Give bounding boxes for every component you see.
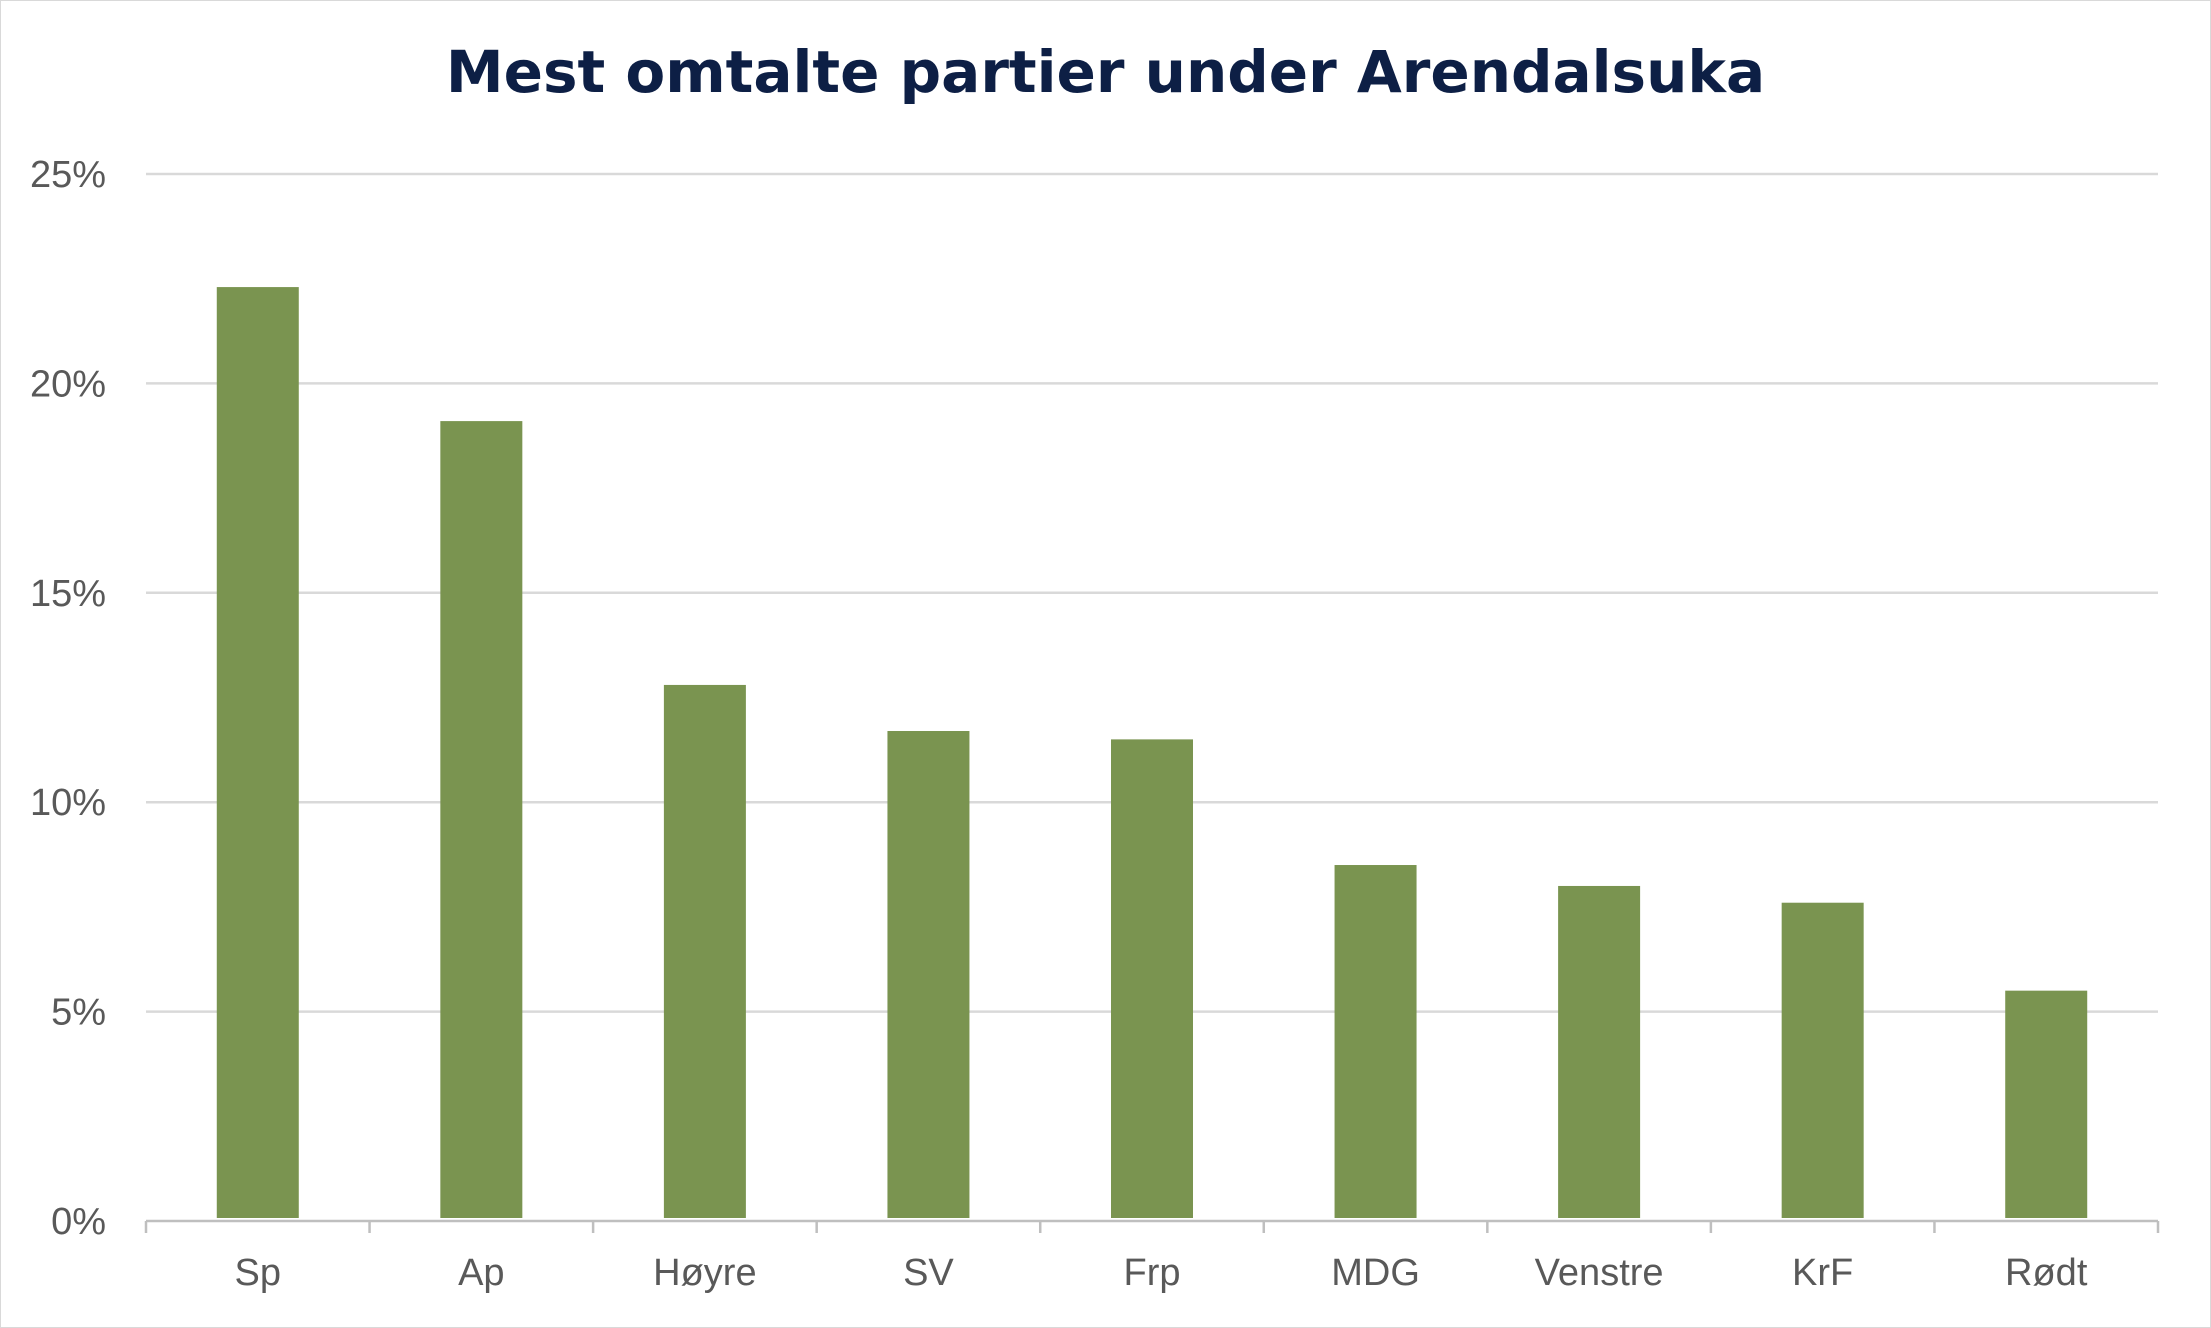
y-tick-label: 0% <box>51 1201 106 1243</box>
bar-frp <box>1111 739 1193 1218</box>
bar-sp <box>216 287 299 1218</box>
bar-mdg <box>1334 865 1417 1218</box>
x-tick-label: MDG <box>1331 1252 1420 1294</box>
bar-ap <box>440 421 523 1218</box>
x-axis-ticks: Sp Ap Høyre SV Frp MDG Venstre KrF Rødt <box>235 1252 2088 1294</box>
y-tick-label: 10% <box>30 782 106 824</box>
bar-sv <box>887 731 970 1218</box>
bar-høyre <box>663 684 746 1218</box>
x-tick-label: Høyre <box>653 1252 756 1294</box>
x-tick-label: Rødt <box>2005 1252 2088 1294</box>
chart-title: Mest omtalte partier under Arendalsuka <box>445 38 1766 106</box>
x-tick-label: SV <box>903 1252 954 1294</box>
y-tick-label: 15% <box>30 573 106 615</box>
x-tick-label: Frp <box>1124 1252 1181 1294</box>
x-axis <box>144 1219 2160 1233</box>
bar-venstre <box>1558 885 1641 1218</box>
y-tick-label: 20% <box>30 363 106 405</box>
bar-krf <box>1781 902 1864 1218</box>
x-tick-label: Venstre <box>1535 1252 1664 1294</box>
y-tick-label: 25% <box>30 154 106 196</box>
bars <box>216 287 2088 1218</box>
y-tick-label: 5% <box>51 992 106 1034</box>
x-tick-label: KrF <box>1792 1252 1853 1294</box>
bar-rødt <box>2005 990 2088 1218</box>
y-axis-ticks: 0% 5% 10% 15% 20% 25% <box>30 154 106 1243</box>
x-tick-label: Sp <box>235 1252 281 1294</box>
x-tick-label: Ap <box>458 1252 504 1294</box>
